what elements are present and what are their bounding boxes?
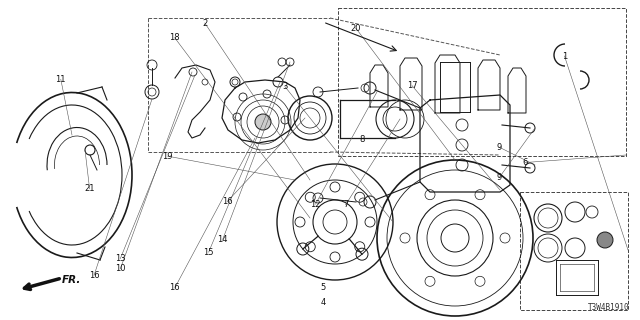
Text: 16: 16 (222, 197, 232, 206)
Text: 15: 15 (204, 248, 214, 257)
Text: 18: 18 (170, 33, 180, 42)
Text: 16: 16 (170, 284, 180, 292)
Text: 11: 11 (56, 75, 66, 84)
Text: 16: 16 (89, 271, 99, 280)
Circle shape (255, 114, 271, 130)
Text: 9: 9 (497, 143, 502, 152)
Text: 19: 19 (163, 152, 173, 161)
Text: 2: 2 (202, 19, 207, 28)
Bar (338, 8, 626, 156)
Text: FR.: FR. (62, 275, 81, 285)
Text: 5: 5 (321, 284, 326, 292)
Text: 9: 9 (497, 173, 502, 182)
Text: 14: 14 (218, 235, 228, 244)
Text: 7: 7 (343, 200, 348, 209)
Text: 12: 12 (310, 200, 321, 209)
Circle shape (597, 232, 613, 248)
Text: 3: 3 (282, 82, 287, 91)
Bar (520, 192, 628, 310)
Text: 1: 1 (562, 52, 567, 60)
Text: 10: 10 (115, 264, 125, 273)
Text: 20: 20 (351, 24, 361, 33)
Text: 21: 21 (84, 184, 95, 193)
Text: 17: 17 (407, 81, 417, 90)
Text: T3W4B1910: T3W4B1910 (588, 303, 630, 312)
Text: 6: 6 (522, 158, 527, 167)
Text: 4: 4 (321, 298, 326, 307)
Text: 13: 13 (115, 254, 125, 263)
Text: 8: 8 (359, 135, 364, 144)
